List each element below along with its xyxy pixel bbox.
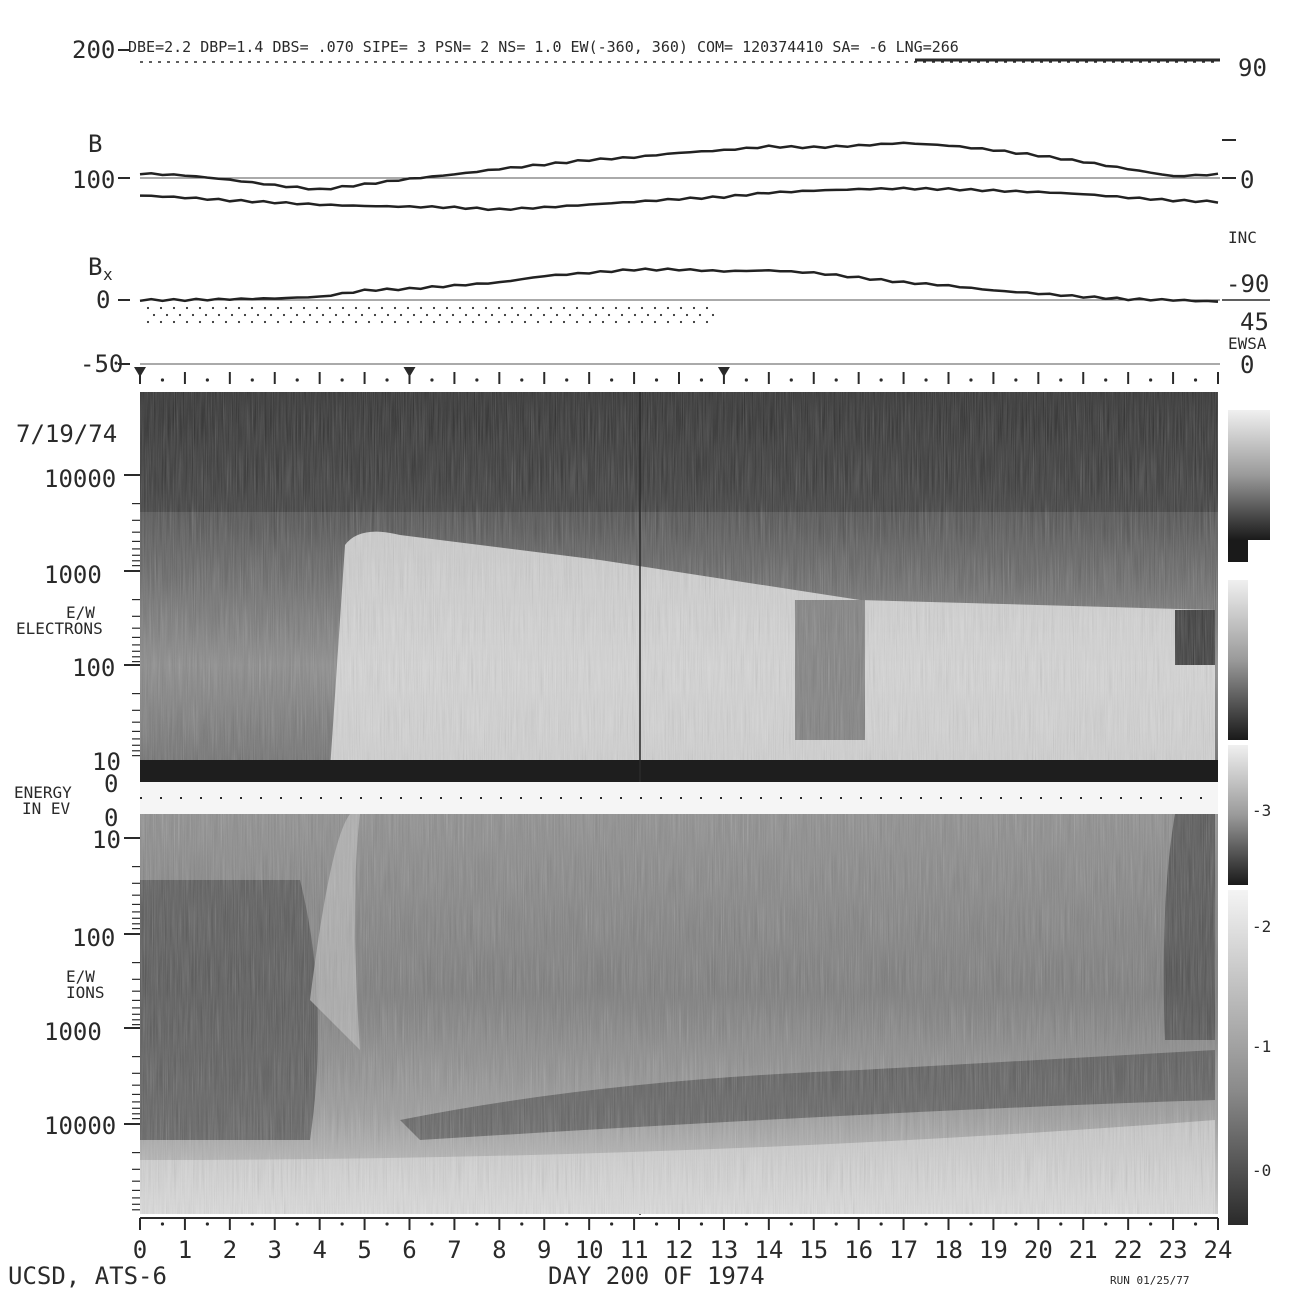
ewsa-dots (146, 306, 715, 324)
series-line-bx (139, 267, 1219, 304)
right-neg90-label: -90 (1226, 270, 1269, 298)
series-line-inc (139, 186, 1219, 212)
y-neg50-label: -50 (80, 350, 123, 378)
right-0b-label: 0 (1240, 351, 1254, 379)
colorbar: -3 -2 -1 -0 (1228, 410, 1271, 1225)
x-tick-label: 20 (1024, 1236, 1053, 1264)
time-tick-strip (134, 367, 1219, 384)
right-0-label: 0 (1240, 166, 1254, 194)
x-tick-label: 1 (178, 1236, 192, 1264)
i-1000-label: 1000 (44, 1018, 102, 1046)
log-minor-ticks (124, 474, 140, 1211)
ions-label-2: IONS (66, 983, 105, 1002)
date-label: 7/19/74 (16, 420, 117, 448)
x-tick-label: 12 (665, 1236, 694, 1264)
x-axis: 0 1 2 3 4 5 6 7 8 9 10 11 12 13 14 15 16 17 18 19 20 21 22 23 24 (133, 1218, 1233, 1264)
x-tick-label: 22 (1114, 1236, 1143, 1264)
i-10000-label: 10000 (44, 1112, 116, 1140)
electrons-label-1: E/W (66, 603, 95, 622)
inc-label: INC (1228, 228, 1257, 247)
ion-spectrogram (140, 814, 1218, 1214)
x-tick-label: 7 (447, 1236, 461, 1264)
x-tick-label: 19 (979, 1236, 1008, 1264)
right-45-label: 45 (1240, 308, 1269, 336)
e-1000-label: 1000 (44, 561, 102, 589)
x-tick-label: 11 (620, 1236, 649, 1264)
electron-spectrogram (140, 392, 1218, 1215)
x-tick-label: 13 (709, 1236, 738, 1264)
x-tick-label: 10 (575, 1236, 604, 1264)
magnetometer-lines (139, 141, 1219, 304)
energy-label-2: IN EV (22, 799, 71, 818)
electrons-label-2: ELECTRONS (16, 619, 103, 638)
run-label: RUN 01/25/77 (1110, 1274, 1189, 1287)
x-axis-title: DAY 200 OF 1974 (548, 1262, 765, 1290)
cb-label-1: -1 (1252, 1037, 1271, 1056)
x-tick-label: 9 (537, 1236, 551, 1264)
series-line-b (139, 141, 1219, 191)
e-10000-label: 10000 (44, 465, 116, 493)
x-tick-label: 4 (312, 1236, 326, 1264)
x-tick-label: 2 (223, 1236, 237, 1264)
source-label: UCSD, ATS-6 (8, 1262, 167, 1290)
bx-subscript: x (103, 265, 113, 284)
x-tick-label: 21 (1069, 1236, 1098, 1264)
x-tick-label: 8 (492, 1236, 506, 1264)
x-tick-label: 3 (268, 1236, 282, 1264)
x-tick-label: 6 (402, 1236, 416, 1264)
params-line: DBE=2.2 DBP=1.4 DBS= .070 SIPE= 3 PSN= 2… (128, 38, 959, 56)
y-100-label: 100 (72, 166, 115, 194)
i-100-label: 100 (72, 924, 115, 952)
e-100-label: 100 (72, 654, 115, 682)
b-label: B (88, 130, 102, 158)
cb-label-3: -3 (1252, 801, 1271, 820)
ewsa-label: EWSA (1228, 334, 1267, 353)
cb-label-0: -0 (1252, 1161, 1271, 1180)
x-tick-label: 0 (133, 1236, 147, 1264)
bx-label: B (88, 253, 102, 281)
x-tick-label: 23 (1159, 1236, 1188, 1264)
ions-label-1: E/W (66, 967, 95, 986)
marker-triangle (403, 367, 416, 377)
cb-label-2: -2 (1252, 917, 1271, 936)
x-tick-label: 24 (1204, 1236, 1233, 1264)
i-10-label: 10 (92, 826, 121, 854)
e-10-label: 10 (92, 748, 121, 776)
x-tick-label: 15 (799, 1236, 828, 1264)
i-0-label: 0 (104, 804, 118, 832)
x-tick-label: 18 (934, 1236, 963, 1264)
y-0-label: 0 (96, 286, 110, 314)
x-tick-label: 14 (754, 1236, 783, 1264)
right-90-label: 90 (1238, 54, 1267, 82)
energy-label-1: ENERGY (14, 783, 72, 802)
x-tick-label: 17 (889, 1236, 918, 1264)
marker-triangle (717, 367, 730, 377)
x-tick-label: 16 (844, 1236, 873, 1264)
marker-triangle (134, 367, 146, 377)
y-top-label: 200 (72, 36, 115, 64)
x-tick-label: 5 (357, 1236, 371, 1264)
e-0-label: 0 (104, 770, 118, 798)
